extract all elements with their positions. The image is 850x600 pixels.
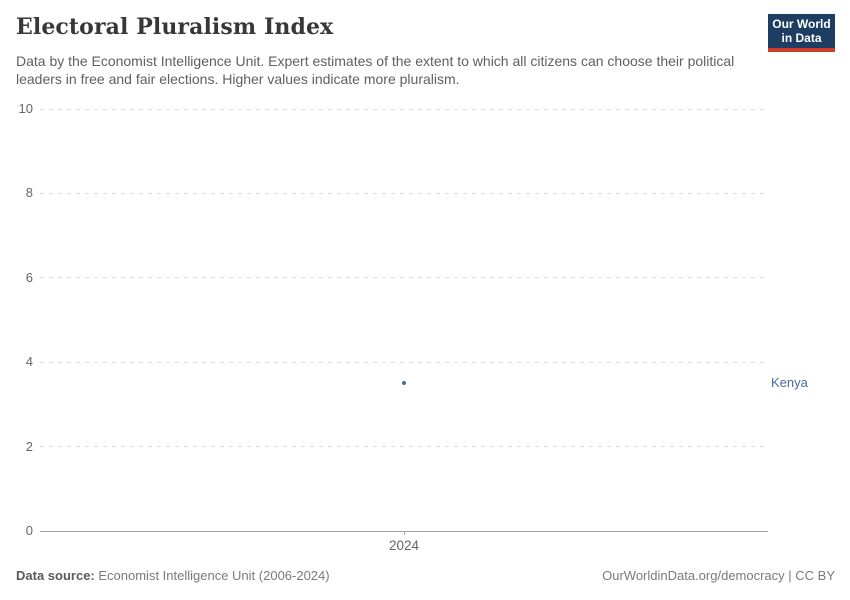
owid-logo[interactable]: Our World in Data: [768, 14, 835, 52]
y-tick-label-4: 4: [25, 354, 33, 370]
x-tick-label-2024: 2024: [388, 538, 420, 553]
data-source-label: Data source:: [16, 568, 95, 583]
gridline-y-8: [40, 192, 768, 194]
credit-link[interactable]: OurWorldinData.org/democracy | CC BY: [602, 568, 835, 583]
y-tick-label-6: 6: [25, 269, 33, 285]
gridline-y-2: [40, 446, 768, 448]
y-tick-label-0: 0: [25, 523, 33, 538]
gridline-y-4: [40, 361, 768, 363]
y-tick-label-10: 10: [18, 101, 33, 116]
data-point-kenya[interactable]: [402, 381, 406, 386]
gridline-y-10: [40, 108, 768, 110]
data-source-value: Economist Intelligence Unit (2006-2024): [94, 568, 330, 583]
entity-label-kenya[interactable]: Kenya: [771, 375, 808, 391]
page-title: Electoral Pluralism Index: [16, 14, 334, 40]
plot-area: 2024: [40, 108, 768, 553]
owid-logo-line1: Our World: [772, 17, 831, 31]
y-tick-label-2: 2: [25, 438, 33, 454]
chart-subtitle: Data by the Economist Intelligence Unit.…: [16, 53, 735, 87]
owid-logo-line2: in Data: [781, 31, 822, 45]
x-tick-mark-2024: [403, 531, 405, 535]
data-source-note: Data source: Economist Intelligence Unit…: [16, 568, 330, 583]
gridline-y-6: [40, 277, 768, 279]
chart-footer: Data source: Economist Intelligence Unit…: [16, 568, 835, 583]
y-tick-label-8: 8: [25, 185, 33, 201]
